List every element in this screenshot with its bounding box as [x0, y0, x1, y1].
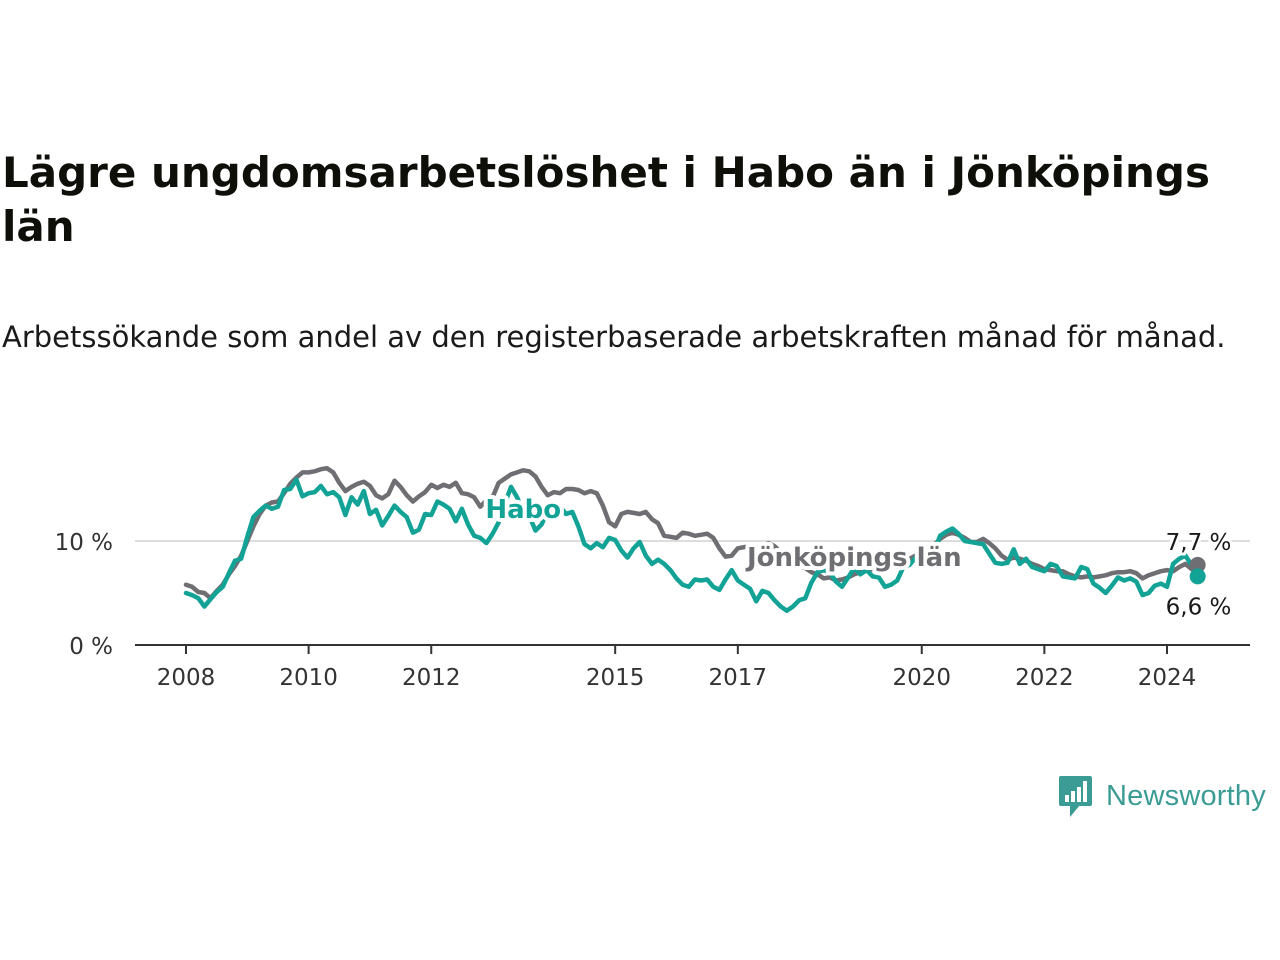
line-chart: 0 % 10 % 2008 2010 2012 2015 2017 2020 2022 2024 J… [55, 465, 1250, 691]
x-tick-label: 2008 [157, 665, 216, 691]
newsworthy-logo: Newsworthy [1058, 772, 1266, 820]
bar-chart-speech-bubble-icon [1059, 776, 1092, 817]
chart-subtitle: Arbetssökande som andel av den registerb… [2, 320, 1226, 354]
x-tick-label: 2024 [1138, 665, 1197, 691]
x-tick-label: 2010 [279, 665, 338, 691]
x-tick-label: 2015 [586, 665, 645, 691]
x-tick-label: 2022 [1015, 665, 1074, 691]
x-tick-label: 2020 [892, 665, 951, 691]
series-line-lan [183, 465, 1200, 601]
x-tick-label: 2017 [709, 665, 768, 691]
series-label-habo: Habo [485, 495, 561, 525]
x-tick-label: 2012 [402, 665, 461, 691]
y-tick-label: 10 % [55, 530, 113, 556]
brand-name: Newsworthy [1106, 779, 1266, 812]
series-label-lan: Jönköpings län [745, 543, 962, 573]
end-point-habo [1189, 568, 1206, 585]
chart-title: Lägre ungdomsarbetslöshet i Habo än i Jö… [2, 148, 1210, 251]
end-value-label-lan: 7,7 % [1166, 530, 1232, 556]
end-value-label-habo: 6,6 % [1166, 594, 1232, 620]
y-tick-label: 0 % [69, 634, 113, 660]
end-point-lan [1189, 556, 1206, 573]
series-line-habo [183, 477, 1200, 613]
